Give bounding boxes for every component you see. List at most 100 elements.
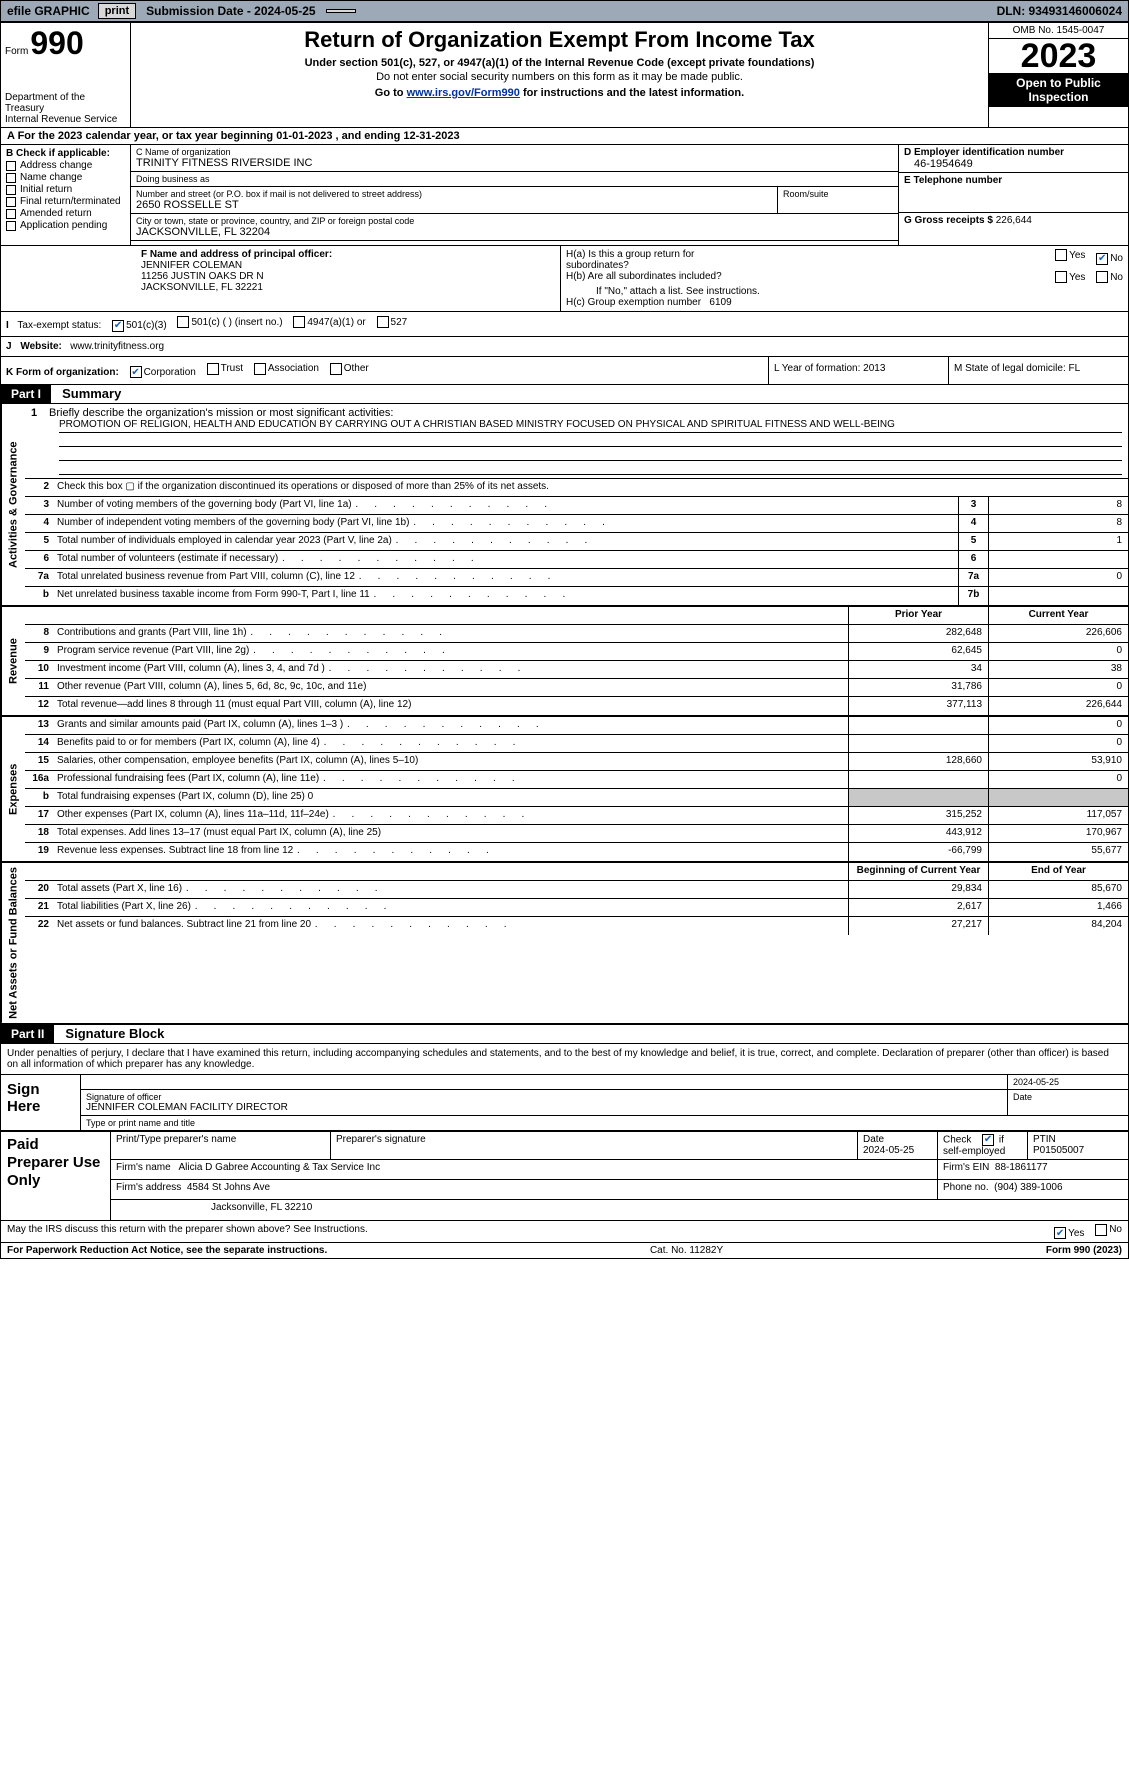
firm-addr1: 4584 St Johns Ave [187, 1182, 270, 1193]
line-16a: 16aProfessional fundraising fees (Part I… [25, 771, 1128, 789]
self-emp-lab: Check [943, 1134, 974, 1145]
ha-lab: H(a) Is this a group return for subordin… [566, 249, 746, 271]
section-bcde: B Check if applicable: Address change Na… [1, 145, 1128, 246]
paid-preparer-block: Paid Preparer Use Only Print/Type prepar… [1, 1132, 1128, 1221]
chk-trust[interactable]: Trust [205, 363, 243, 375]
chk-address-change[interactable]: Address change [6, 160, 125, 171]
section-revenue: Revenue Prior Year Current Year 8Contrib… [1, 607, 1128, 717]
sig-intro: Under penalties of perjury, I declare th… [1, 1044, 1128, 1075]
street-val: 2650 ROSSELLE ST [136, 199, 772, 211]
line-5: 5 Total number of individuals employed i… [25, 533, 1128, 551]
column-c: C Name of organization TRINITY FITNESS R… [131, 145, 898, 245]
line-20: 20Total assets (Part X, line 16)29,83485… [25, 881, 1128, 899]
city-val: JACKSONVILLE, FL 32204 [136, 226, 893, 238]
g-lab: G Gross receipts $ [904, 215, 993, 226]
chk-amended-return[interactable]: Amended return [6, 208, 125, 219]
hb-note: If "No," attach a list. See instructions… [566, 286, 1123, 297]
f-cell: F Name and address of principal officer:… [1, 246, 561, 311]
column-de: D Employer identification number 46-1954… [898, 145, 1128, 245]
rev-header: Prior Year Current Year [25, 607, 1128, 625]
subtitle-3: Go to www.irs.gov/Form990 for instructio… [137, 87, 982, 99]
chk-501c[interactable]: 501(c) ( ) (insert no.) [175, 316, 282, 328]
city-lab: City or town, state or province, country… [136, 216, 893, 226]
chk-application-pending[interactable]: Application pending [6, 220, 125, 231]
row-a: A For the 2023 calendar year, or tax yea… [1, 128, 1128, 145]
efile-label: efile GRAPHIC [1, 4, 96, 18]
print-button[interactable]: print [98, 3, 136, 19]
d-lab: D Employer identification number [904, 147, 1123, 158]
form-label: Form [5, 46, 28, 57]
paid-preparer-label: Paid Preparer Use Only [1, 1132, 111, 1220]
prep-date: 2024-05-25 [863, 1145, 932, 1156]
j-lab: Website: [20, 341, 62, 352]
part-i-tag: Part I [1, 385, 51, 403]
chk-corp[interactable]: ✔Corporation [128, 366, 196, 378]
chk-name-change[interactable]: Name change [6, 172, 125, 183]
discuss-yes[interactable]: ✔Yes [1052, 1227, 1084, 1239]
dln-label: DLN: 93493146006024 [997, 4, 1128, 18]
part-i-header: Part I Summary [1, 385, 1128, 404]
footer: For Paperwork Reduction Act Notice, see … [1, 1243, 1128, 1258]
vtab-expenses: Expenses [1, 717, 25, 861]
firm-phone: (904) 389-1006 [994, 1182, 1062, 1193]
line-9: 9Program service revenue (Part VIII, lin… [25, 643, 1128, 661]
row-i: I Tax-exempt status: ✔501(c)(3) 501(c) (… [1, 312, 1128, 337]
chk-other[interactable]: Other [328, 363, 369, 375]
discuss-no[interactable]: No [1093, 1224, 1122, 1236]
tax-year: 2023 [989, 39, 1128, 73]
type-name-lab: Type or print name and title [81, 1116, 1128, 1130]
line-1-lab: Briefly describe the organization's miss… [49, 407, 393, 419]
ptin-val: P01505007 [1033, 1145, 1123, 1156]
dept-line2: Internal Revenue Service [5, 114, 126, 125]
l-cell: L Year of formation: 2013 [768, 357, 948, 385]
line-3: 3 Number of voting members of the govern… [25, 497, 1128, 515]
line-14: 14Benefits paid to or for members (Part … [25, 735, 1128, 753]
hb-no[interactable]: No [1094, 271, 1123, 283]
part-ii-header: Part II Signature Block [1, 1025, 1128, 1044]
vtab-revenue: Revenue [1, 607, 25, 715]
form-title: Return of Organization Exempt From Incom… [137, 27, 982, 53]
ha-yes[interactable]: Yes [1053, 249, 1085, 261]
hb-yes[interactable]: Yes [1053, 271, 1085, 283]
firm-name-lab: Firm's name [116, 1162, 171, 1173]
footer-left: For Paperwork Reduction Act Notice, see … [7, 1245, 327, 1256]
line-2: 2 Check this box ▢ if the organization d… [25, 479, 1128, 497]
chk-501c3[interactable]: ✔501(c)(3) [110, 320, 167, 332]
ha-no[interactable]: ✔No [1094, 253, 1123, 265]
section-governance: Activities & Governance 1 Briefly descri… [1, 404, 1128, 607]
line-8: 8Contributions and grants (Part VIII, li… [25, 625, 1128, 643]
chk-self-employed[interactable]: ✔ [980, 1134, 996, 1146]
website-val: www.trinityfitness.org [70, 341, 164, 352]
footer-mid: Cat. No. 11282Y [650, 1245, 723, 1256]
line-16b: bTotal fundraising expenses (Part IX, co… [25, 789, 1128, 807]
dept-line1: Department of the Treasury [5, 92, 126, 114]
k-lab: K Form of organization: [6, 367, 119, 378]
part-ii-tag: Part II [1, 1025, 54, 1043]
chk-initial-return[interactable]: Initial return [6, 184, 125, 195]
form-990: Form 990 Department of the Treasury Inte… [0, 22, 1129, 1259]
row-klm: K Form of organization: ✔Corporation Tru… [1, 357, 1128, 386]
chk-4947[interactable]: 4947(a)(1) or [291, 316, 365, 328]
line-1: 1 Briefly describe the organization's mi… [25, 404, 1128, 479]
chk-527[interactable]: 527 [375, 316, 408, 328]
line-4: 4 Number of independent voting members o… [25, 515, 1128, 533]
dba-lab: Doing business as [136, 174, 893, 184]
b-label: B Check if applicable: [6, 148, 125, 159]
line-21: 21Total liabilities (Part X, line 26)2,6… [25, 899, 1128, 917]
ein-val: 46-1954649 [904, 158, 1123, 170]
hc-lab: H(c) Group exemption number [566, 297, 701, 308]
header-left: Form 990 Department of the Treasury Inte… [1, 23, 131, 127]
header-right: OMB No. 1545-0047 2023 Open to Public In… [988, 23, 1128, 127]
h-cell: H(a) Is this a group return for subordin… [561, 246, 1128, 311]
chk-final-return[interactable]: Final return/terminated [6, 196, 125, 207]
form-header: Form 990 Department of the Treasury Inte… [1, 23, 1128, 128]
line-13: 13Grants and similar amounts paid (Part … [25, 717, 1128, 735]
chk-assoc[interactable]: Association [252, 363, 319, 375]
footer-right: Form 990 (2023) [1046, 1245, 1122, 1256]
prep-date-lab: Date [863, 1134, 932, 1145]
blank-button[interactable] [326, 9, 356, 13]
line-7b: b Net unrelated business taxable income … [25, 587, 1128, 605]
irs-link[interactable]: www.irs.gov/Form990 [407, 87, 520, 99]
section-net-assets: Net Assets or Fund Balances Beginning of… [1, 863, 1128, 1025]
line-10: 10Investment income (Part VIII, column (… [25, 661, 1128, 679]
